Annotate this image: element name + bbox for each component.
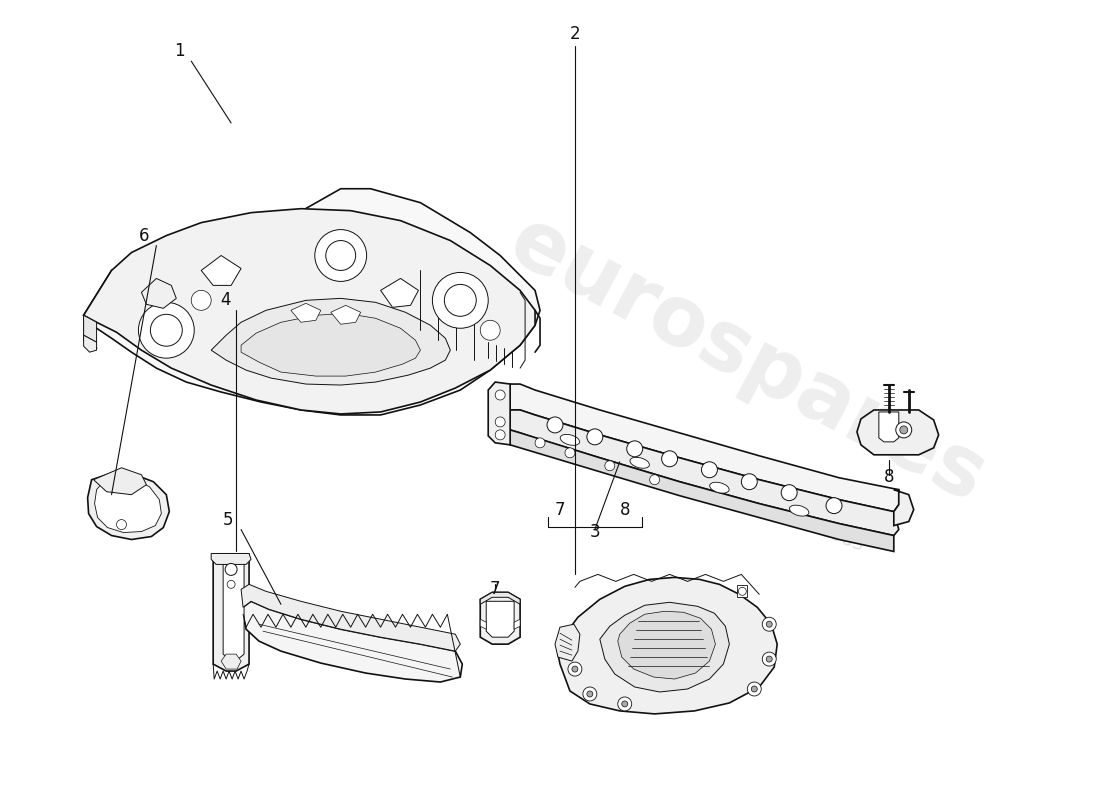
Text: 2: 2: [570, 26, 580, 43]
Circle shape: [583, 687, 597, 701]
Polygon shape: [221, 654, 241, 669]
Polygon shape: [556, 624, 580, 661]
Polygon shape: [510, 384, 899, 512]
Polygon shape: [84, 189, 540, 415]
Circle shape: [767, 656, 772, 662]
Circle shape: [117, 519, 126, 530]
Text: 4: 4: [221, 291, 231, 310]
Circle shape: [444, 285, 476, 316]
Circle shape: [495, 430, 505, 440]
Polygon shape: [618, 611, 715, 679]
Polygon shape: [243, 602, 462, 682]
Circle shape: [627, 441, 642, 457]
Circle shape: [227, 580, 235, 588]
Circle shape: [139, 302, 195, 358]
Polygon shape: [514, 619, 520, 630]
Polygon shape: [290, 303, 321, 322]
Polygon shape: [879, 412, 899, 442]
Circle shape: [895, 422, 912, 438]
Circle shape: [747, 682, 761, 696]
Circle shape: [587, 691, 593, 697]
Text: 8: 8: [883, 468, 894, 486]
Polygon shape: [486, 602, 514, 637]
Circle shape: [481, 320, 500, 340]
Circle shape: [762, 618, 777, 631]
Circle shape: [738, 587, 746, 595]
Ellipse shape: [710, 482, 729, 493]
Polygon shape: [481, 619, 486, 630]
Circle shape: [767, 622, 772, 627]
Circle shape: [326, 241, 355, 270]
Text: 6: 6: [139, 226, 150, 245]
Polygon shape: [95, 476, 162, 533]
Polygon shape: [488, 382, 510, 445]
Text: 1: 1: [174, 42, 185, 60]
Polygon shape: [481, 592, 520, 644]
Polygon shape: [142, 278, 176, 308]
Polygon shape: [211, 298, 450, 385]
Circle shape: [568, 662, 582, 676]
Circle shape: [781, 485, 798, 501]
Circle shape: [191, 290, 211, 310]
Polygon shape: [737, 586, 747, 598]
Circle shape: [495, 417, 505, 427]
Text: 7: 7: [490, 580, 500, 598]
Ellipse shape: [630, 458, 649, 468]
Polygon shape: [600, 602, 729, 692]
Polygon shape: [201, 255, 241, 286]
Circle shape: [226, 563, 238, 575]
Circle shape: [315, 230, 366, 282]
Polygon shape: [857, 410, 938, 455]
Circle shape: [762, 652, 777, 666]
Polygon shape: [84, 209, 535, 414]
Polygon shape: [211, 554, 251, 565]
Polygon shape: [241, 584, 460, 651]
Polygon shape: [223, 558, 244, 659]
Circle shape: [826, 498, 842, 514]
Circle shape: [702, 462, 717, 478]
Circle shape: [605, 461, 615, 470]
Polygon shape: [510, 410, 899, 535]
Ellipse shape: [560, 434, 580, 446]
Circle shape: [572, 666, 578, 672]
Polygon shape: [510, 430, 894, 551]
Circle shape: [495, 390, 505, 400]
Circle shape: [621, 701, 628, 707]
Text: 5: 5: [222, 510, 233, 529]
Polygon shape: [84, 315, 97, 342]
Polygon shape: [94, 468, 146, 494]
Polygon shape: [213, 554, 249, 671]
Circle shape: [751, 686, 757, 692]
Polygon shape: [894, 490, 914, 526]
Polygon shape: [381, 278, 418, 307]
Polygon shape: [331, 306, 361, 324]
Circle shape: [741, 474, 757, 490]
Circle shape: [661, 451, 678, 466]
Circle shape: [587, 429, 603, 445]
Text: a passion for parts since 1985: a passion for parts since 1985: [606, 436, 866, 555]
Polygon shape: [558, 578, 778, 714]
Text: eurospares: eurospares: [495, 201, 999, 520]
Text: 8: 8: [619, 501, 630, 518]
Text: 3: 3: [590, 522, 601, 541]
Polygon shape: [481, 592, 520, 604]
Circle shape: [618, 697, 631, 711]
Text: 7: 7: [556, 501, 565, 518]
Ellipse shape: [790, 505, 808, 516]
Circle shape: [900, 426, 908, 434]
Polygon shape: [88, 470, 169, 539]
Circle shape: [432, 273, 488, 328]
Circle shape: [151, 314, 183, 346]
Circle shape: [650, 474, 660, 485]
Circle shape: [565, 448, 575, 458]
Polygon shape: [84, 335, 97, 352]
Polygon shape: [241, 314, 420, 376]
Circle shape: [535, 438, 544, 448]
Circle shape: [547, 417, 563, 433]
